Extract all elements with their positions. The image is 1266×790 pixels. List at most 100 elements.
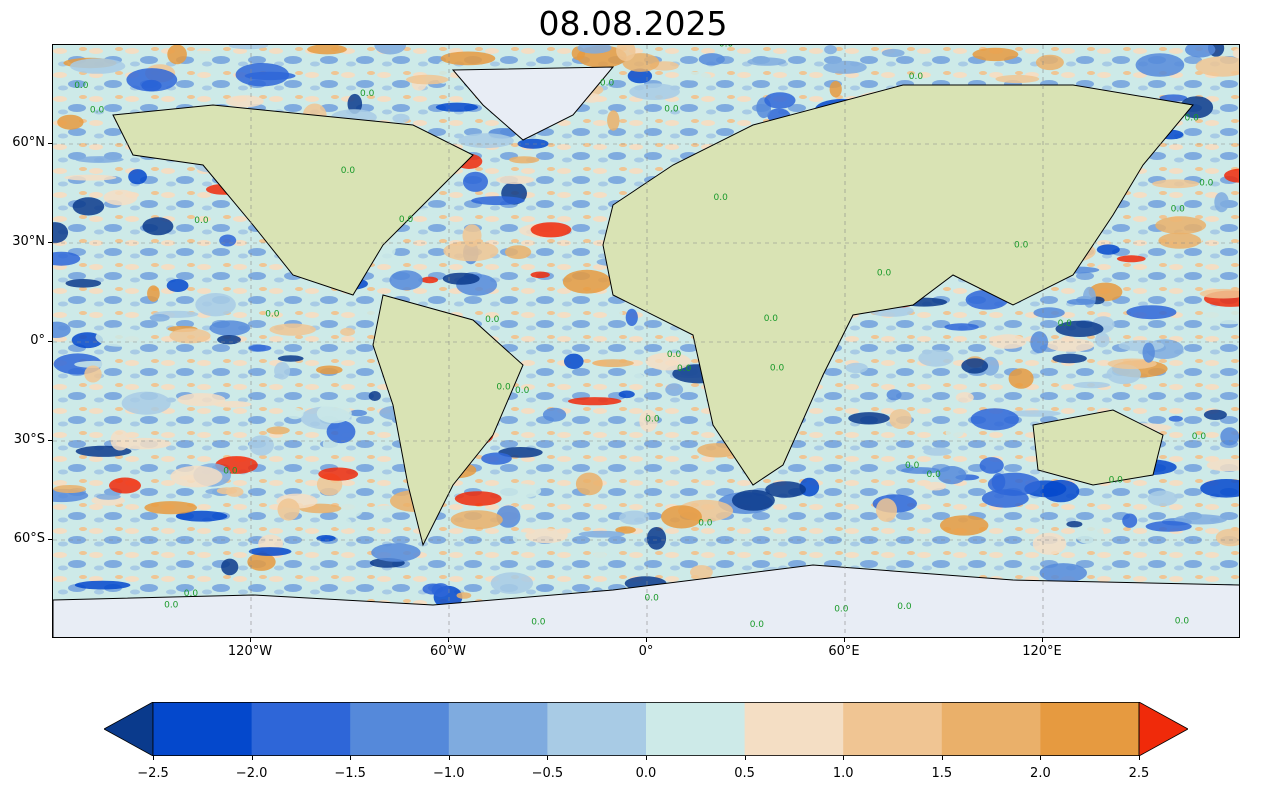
greenland — [451, 66, 615, 141]
contour-label: 0.0 — [667, 350, 682, 360]
contour-label: 0.0 — [1171, 204, 1186, 214]
anomaly-blob — [881, 48, 905, 58]
anomaly-blob — [1199, 288, 1239, 299]
anomaly-blob — [216, 487, 237, 495]
contour-label: 0.0 — [897, 602, 912, 612]
anomaly-blob — [848, 412, 890, 425]
anomaly-blob — [876, 498, 897, 522]
anomaly-blob — [618, 390, 635, 399]
anomaly-blob — [348, 409, 367, 417]
colorbar-tick-label: −1.0 — [433, 766, 465, 781]
africa-eurasia — [602, 84, 1194, 486]
colorbar-tick-label: 0.0 — [635, 766, 657, 781]
y-tick-mark — [48, 440, 52, 441]
anomaly-blob — [248, 547, 292, 556]
contour-label: 0.0 — [677, 364, 692, 374]
colorbar-tick-label: 1.0 — [832, 766, 854, 781]
anomaly-blob — [661, 505, 702, 529]
anomaly-blob — [1203, 409, 1227, 420]
colorbar-tick-label: −0.5 — [531, 766, 564, 781]
colorbar-segment — [646, 702, 746, 756]
contour-label: 0.0 — [399, 215, 414, 225]
anomaly-blob — [1106, 364, 1141, 385]
anomaly-blob — [627, 68, 653, 84]
contour-label: 0.0 — [834, 605, 849, 615]
anomaly-blob — [53, 222, 69, 244]
antarctica — [53, 564, 1239, 637]
anomaly-blob — [1032, 532, 1067, 555]
anomaly-blob — [625, 308, 638, 326]
anomaly-blob — [615, 526, 636, 534]
anomaly-blob — [494, 483, 542, 499]
anomaly-blob — [70, 58, 126, 74]
y-tick-label: 60°N — [12, 135, 45, 150]
anomaly-blob — [1158, 232, 1202, 249]
colorbar-over-arrow — [1138, 701, 1189, 757]
anomaly-blob — [731, 489, 775, 511]
colorbar-tick-mark — [448, 756, 450, 760]
anomaly-blob — [247, 552, 276, 571]
anomaly-blob — [209, 320, 251, 336]
anomaly-blob — [542, 407, 567, 422]
anomaly-blob — [764, 92, 796, 109]
contour-label: 0.0 — [1192, 432, 1207, 442]
anomaly-blob — [616, 45, 636, 62]
anomaly-blob — [64, 174, 117, 181]
anomaly-blob — [1206, 459, 1239, 472]
anomaly-blob — [471, 196, 525, 206]
anomaly-blob — [1075, 524, 1104, 545]
x-tick-mark — [250, 638, 251, 642]
anomaly-blob — [126, 68, 178, 92]
anomaly-blob — [463, 171, 488, 192]
anomaly-blob — [945, 427, 964, 438]
anomaly-blob — [75, 156, 124, 163]
colorbar — [103, 701, 1189, 757]
anomaly-blob — [505, 245, 532, 259]
contour-label: 0.0 — [927, 470, 942, 480]
contour-label: 0.0 — [360, 89, 375, 99]
anomaly-blob — [74, 580, 131, 590]
anomaly-blob — [307, 45, 347, 55]
anomaly-blob — [389, 270, 423, 291]
contour-label: 0.0 — [1109, 476, 1124, 486]
y-tick-label: 30°S — [13, 432, 45, 447]
colorbar-graphic — [103, 701, 1189, 757]
anomaly-blob — [955, 392, 974, 403]
colorbar-tick-label: 1.5 — [931, 766, 953, 781]
anomaly-blob — [371, 543, 421, 562]
anomaly-blob — [167, 45, 187, 65]
colorbar-tick-label: 2.5 — [1128, 766, 1150, 781]
colorbar-under-arrow — [103, 701, 154, 757]
australia — [1032, 409, 1164, 486]
x-tick-label: 60°W — [430, 644, 466, 659]
anomaly-blob — [248, 344, 272, 352]
anomaly-blob — [340, 500, 364, 518]
anomaly-blob — [1035, 54, 1064, 71]
north-america — [112, 104, 474, 296]
x-tick-label: 60°E — [828, 644, 860, 659]
anomaly-blob — [144, 501, 197, 515]
anomaly-blob — [646, 527, 667, 550]
anomaly-blob — [889, 409, 912, 429]
anomaly-blob — [639, 409, 658, 432]
colorbar-tick-mark — [153, 756, 154, 760]
anomaly-blob — [1055, 320, 1104, 337]
anomaly-blob — [578, 530, 625, 538]
anomaly-blob — [1220, 427, 1239, 446]
anomaly-blob — [1039, 563, 1087, 583]
land-layer — [53, 66, 1239, 637]
anomaly-blob — [316, 535, 336, 542]
anomaly-blob — [1179, 96, 1214, 119]
colorbar-segment — [153, 702, 253, 756]
colorbar-tick-mark — [251, 756, 253, 760]
contour-label: 0.0 — [1175, 617, 1190, 627]
y-tick-mark — [48, 341, 52, 342]
anomaly-blob — [458, 133, 514, 149]
anomaly-blob — [1232, 48, 1239, 59]
anomaly-blob — [824, 45, 837, 55]
x-tick-label: 120°W — [227, 644, 273, 659]
colorbar-segment — [547, 702, 647, 756]
anomaly-blob — [221, 558, 239, 576]
colorbar-tick-label: −2.0 — [235, 766, 268, 781]
anomaly-blob — [989, 334, 1027, 349]
